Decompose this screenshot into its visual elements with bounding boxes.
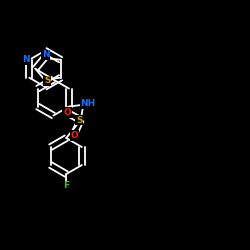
Text: NH: NH: [80, 99, 96, 108]
Text: O: O: [63, 108, 71, 117]
Text: S: S: [76, 116, 83, 124]
Text: S: S: [44, 76, 51, 85]
Text: N: N: [42, 50, 50, 59]
Text: F: F: [63, 181, 69, 190]
Text: O: O: [70, 131, 78, 140]
Text: N: N: [22, 55, 30, 64]
